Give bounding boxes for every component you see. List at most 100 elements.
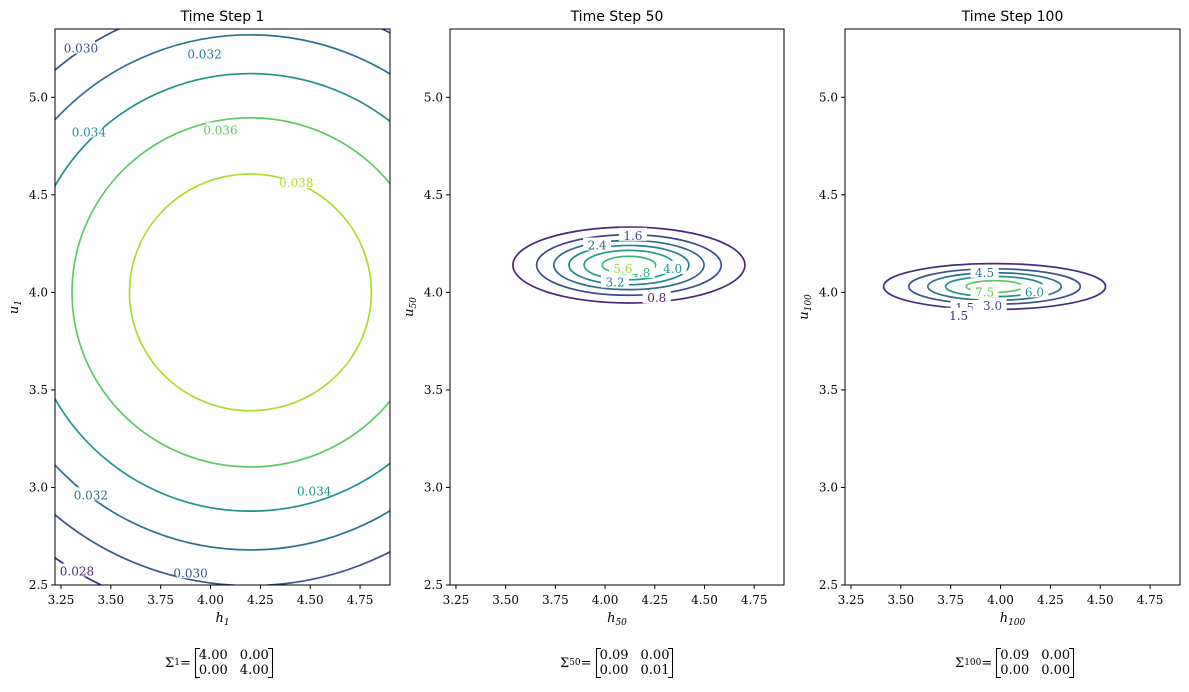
- y-tick-label: 4.5: [29, 188, 48, 202]
- y-tick-label: 4.0: [29, 285, 48, 299]
- sigma-symbol: Σ: [955, 655, 965, 671]
- matrix-entry: 0.00: [1000, 663, 1030, 678]
- matrix-entry: 0.00: [640, 648, 670, 663]
- x-tick-label: 3.75: [937, 593, 964, 607]
- x-tick-label: 3.75: [542, 593, 569, 607]
- chart-title: Time Step 100: [961, 9, 1064, 25]
- contour-label: 0.034: [297, 484, 332, 498]
- panel-3: 1.53.04.56.07.51.53.253.503.754.004.254.…: [797, 9, 1181, 628]
- contour-line-0-034: [55, 72, 390, 512]
- x-tick-label: 4.25: [1037, 593, 1064, 607]
- y-tick-label: 3.0: [819, 480, 838, 494]
- x-axis-label: h50: [607, 611, 627, 628]
- contour-label: 0.036: [203, 123, 237, 137]
- axes-frame: [844, 28, 1181, 586]
- contour-label: 0.038: [279, 176, 313, 190]
- contour-line-0-8: [512, 226, 746, 304]
- x-tick-label: 4.50: [1087, 593, 1114, 607]
- y-tick-label: 3.0: [29, 480, 48, 494]
- x-tick-label: 3.50: [492, 593, 519, 607]
- x-tick-label: 4.25: [641, 593, 668, 607]
- matrix-entry: 0.00: [1041, 648, 1071, 663]
- contour-label: 0.8: [647, 291, 666, 305]
- contour-label: 0.032: [187, 47, 221, 61]
- panel-1: 0.028 0.030 0.032 0.034 0.036 0.038 0.032 0.034…: [7, 9, 391, 628]
- x-tick-label: 3.50: [97, 593, 124, 607]
- x-tick-label: 4.25: [247, 593, 274, 607]
- matrix-entry: 0.01: [640, 663, 670, 678]
- y-tick-label: 5.0: [29, 90, 48, 104]
- matrix-entry: 0.09: [1000, 648, 1030, 663]
- panel-2: 0.81.62.43.24.04.85.63.25 3.50 3.75 4.00 4.2…: [402, 9, 785, 628]
- equals-sign: =: [981, 655, 993, 671]
- contour-label: 0.028: [60, 564, 94, 578]
- y-axis-label: u1: [7, 300, 24, 314]
- contour-label: 4.5: [975, 266, 994, 280]
- x-tick-label: 3.25: [48, 593, 75, 607]
- matrix-entry: 0.00: [599, 663, 629, 678]
- y-tick-label: 2.5: [819, 578, 838, 592]
- contour-label: 1.6: [623, 229, 642, 243]
- y-tick-label: 4.5: [424, 188, 443, 202]
- contour-label: 5.6: [613, 262, 632, 276]
- x-tick-label: 4.75: [741, 593, 768, 607]
- x-tick-label: 3.50: [887, 593, 914, 607]
- contour-line-0-028: [55, 556, 104, 585]
- y-axis-label: u50: [402, 297, 419, 317]
- contour-label: 0.030: [64, 42, 98, 56]
- x-tick-label: 3.75: [147, 593, 174, 607]
- contour-label: 3.2: [605, 276, 624, 290]
- contour-line-0-038: [128, 173, 373, 412]
- covariance-matrix: 0.09 0.00 0.00 0.01: [595, 648, 674, 678]
- covariance-annotation-50: Σ 50 = 0.09 0.00 0.00 0.01: [560, 648, 674, 678]
- x-tick-label: 4.50: [691, 593, 718, 607]
- matrix-entry: 0.00: [198, 663, 228, 678]
- chart-title: Time Step 50: [570, 9, 664, 25]
- y-tick-label: 2.5: [424, 578, 443, 592]
- axes-frame: [449, 28, 785, 586]
- sigma-symbol: Σ: [165, 655, 175, 671]
- contour-label: 3.0: [983, 299, 1002, 313]
- covariance-matrix: 0.09 0.00 0.00 0.00: [996, 648, 1075, 678]
- matrix-entry: 0.09: [599, 648, 629, 663]
- sigma-subscript: 50: [569, 658, 581, 668]
- contour-label: 1.5: [949, 309, 968, 323]
- y-tick-label: 3.0: [424, 480, 443, 494]
- contour-line-0-036: [71, 117, 390, 468]
- y-tick-label: 2.5: [29, 578, 48, 592]
- equals-sign: =: [179, 655, 191, 671]
- y-tick-label: 5.0: [424, 90, 443, 104]
- matrix-entry: 0.00: [1041, 663, 1071, 678]
- x-tick-label: 4.75: [1137, 593, 1164, 607]
- contour-label: 2.4: [588, 239, 607, 253]
- y-tick-label: 4.0: [819, 285, 838, 299]
- x-tick-label: 4.75: [347, 593, 374, 607]
- x-tick-label: 3.25: [443, 593, 470, 607]
- contour-label: 7.5: [975, 285, 994, 299]
- y-tick-label: 5.0: [819, 90, 838, 104]
- matrix-entry: 4.00: [198, 648, 228, 663]
- contour-label: 0.032: [74, 488, 108, 502]
- contour-label: 4.0: [663, 262, 682, 276]
- y-tick-label: 3.5: [424, 383, 443, 397]
- x-axis-label: h1: [215, 611, 229, 628]
- matrix-entry: 4.00: [239, 663, 269, 678]
- x-tick-label: 4.00: [197, 593, 224, 607]
- sigma-subscript: 1: [174, 658, 180, 668]
- x-axis-label: h100: [1000, 611, 1026, 628]
- covariance-matrix: 4.00 0.00 0.00 4.00: [194, 648, 273, 678]
- x-tick-label: 4.00: [592, 593, 619, 607]
- y-axis-label: u100: [797, 294, 814, 320]
- axes-frame: [54, 28, 391, 586]
- x-tick-label: 4.50: [297, 593, 324, 607]
- equals-sign: =: [580, 655, 592, 671]
- x-tick-label: 4.00: [987, 593, 1014, 607]
- y-tick-label: 4.0: [424, 285, 443, 299]
- contour-label: 0.030: [173, 566, 207, 580]
- matrix-entry: 0.00: [239, 648, 269, 663]
- y-tick-label: 3.5: [29, 383, 48, 397]
- contour-label: 0.034: [72, 125, 107, 139]
- chart-title: Time Step 1: [180, 9, 265, 25]
